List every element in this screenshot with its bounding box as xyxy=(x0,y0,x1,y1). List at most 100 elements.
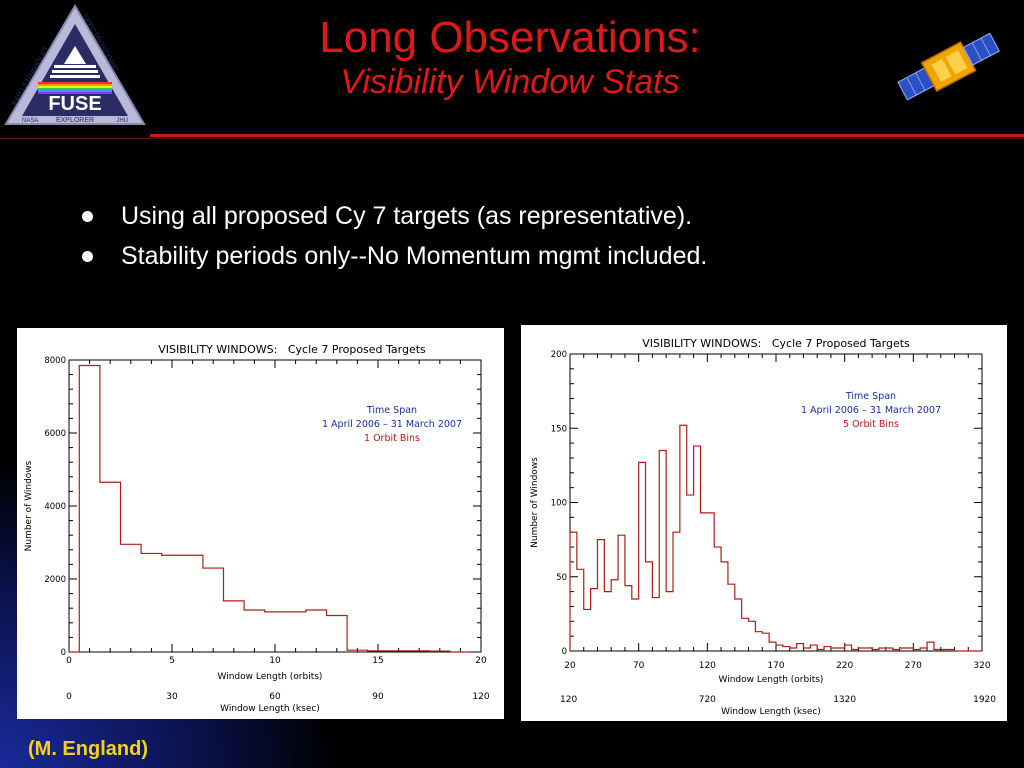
histogram-bar xyxy=(700,513,707,651)
histogram-bar xyxy=(852,650,859,651)
histogram-bar xyxy=(735,599,742,651)
x-tick-label: 120 xyxy=(699,661,716,671)
histogram-bar xyxy=(728,584,735,651)
satellite-icon xyxy=(895,28,1005,106)
y-tick-label: 200 xyxy=(551,350,567,360)
fuse-logo-icon: FUSE NASA EXPLORER JHU FAR ULTRAVIOLET S… xyxy=(2,2,148,132)
x-tick-label: 170 xyxy=(767,661,784,671)
histogram-bar xyxy=(893,650,900,651)
slide-title: Long Observations: xyxy=(319,13,701,62)
credit-text: (M. England) xyxy=(28,738,148,760)
x2-tick-label: 120 xyxy=(560,695,577,705)
histogram-bar xyxy=(347,650,368,652)
histogram-bar xyxy=(306,610,327,652)
histogram-bar xyxy=(831,648,838,651)
histogram-bar xyxy=(203,568,224,652)
legend-text: 1 April 2006 – 31 March 2007 xyxy=(322,419,462,430)
x-tick-label: 320 xyxy=(973,661,990,671)
histogram-bar xyxy=(755,632,762,651)
legend-text: 5 Orbit Bins xyxy=(843,419,899,430)
y-tick-label: 2000 xyxy=(44,575,66,585)
histogram-bar xyxy=(858,648,865,651)
x-tick-label: 5 xyxy=(169,656,175,666)
x2-axis-label: Window Length (ksec) xyxy=(220,704,320,714)
histogram-bar xyxy=(906,648,913,651)
legend-text: Time Span xyxy=(845,391,896,402)
histogram-bar xyxy=(285,612,306,652)
histogram-bar xyxy=(783,647,790,651)
histogram-bar xyxy=(430,651,451,652)
legend-text: 1 April 2006 – 31 March 2007 xyxy=(801,405,941,416)
x-tick-label: 20 xyxy=(564,661,576,671)
logo-main-text: FUSE xyxy=(48,93,101,115)
x-tick-label: 20 xyxy=(475,656,487,666)
histogram-bar xyxy=(694,446,701,651)
histogram-bar xyxy=(584,609,591,651)
histogram-bar xyxy=(927,642,934,651)
chart-title: VISIBILITY WINDOWS: Cycle 7 Proposed Tar… xyxy=(642,337,910,350)
histogram-bar xyxy=(714,547,721,651)
x-tick-label: 220 xyxy=(836,661,853,671)
histogram-bar xyxy=(680,425,687,651)
logo-right-text: JHU xyxy=(116,118,128,124)
y-tick-label: 100 xyxy=(551,499,567,509)
histogram-bar xyxy=(803,648,810,651)
chart-panel-5orbit: VISIBILITY WINDOWS: Cycle 7 Proposed Tar… xyxy=(521,325,1007,721)
y-tick-label: 150 xyxy=(551,424,567,434)
histogram-bar xyxy=(224,601,245,652)
y-tick-label: 6000 xyxy=(44,429,66,439)
histogram-bar xyxy=(570,532,577,651)
bullet-item: Stability periods only--No Momentum mgmt… xyxy=(78,236,707,276)
histogram-bar xyxy=(327,616,348,653)
bullet-item: Using all proposed Cy 7 targets (as repr… xyxy=(78,196,707,236)
x2-tick-label: 1920 xyxy=(973,695,996,705)
y-tick-label: 50 xyxy=(556,573,567,583)
histogram-bar xyxy=(845,645,852,651)
logo-bottom-text: EXPLORER xyxy=(56,117,94,124)
legend-text: Time Span xyxy=(366,405,417,416)
histogram-bar xyxy=(886,648,893,651)
histogram-bar xyxy=(948,650,955,651)
histogram-bar xyxy=(409,651,430,652)
x2-tick-label: 90 xyxy=(372,692,384,702)
histogram-bar xyxy=(121,544,142,652)
y-axis-label: Number of Windows xyxy=(24,460,34,551)
x-tick-label: 10 xyxy=(269,656,281,666)
histogram-bar xyxy=(652,598,659,651)
histogram-bar xyxy=(749,621,756,651)
histogram-bar xyxy=(879,648,886,651)
histogram-bar xyxy=(762,633,769,651)
x2-tick-label: 30 xyxy=(166,692,178,702)
histogram-bar xyxy=(100,482,121,652)
histogram-bar xyxy=(838,648,845,651)
histogram-bar xyxy=(577,569,584,651)
histogram-bar xyxy=(707,513,714,651)
title-divider-shadow xyxy=(0,138,1024,139)
y-tick-label: 4000 xyxy=(44,502,66,512)
histogram-bar xyxy=(776,645,783,651)
histogram-bar xyxy=(265,612,286,652)
chart-panel-1orbit: VISIBILITY WINDOWS: Cycle 7 Proposed Tar… xyxy=(17,328,504,719)
histogram-bar xyxy=(597,540,604,651)
x-tick-label: 0 xyxy=(66,656,72,666)
slide-subtitle: Visibility Window Stats xyxy=(340,63,680,101)
histogram-bar xyxy=(666,592,673,651)
histogram-bar xyxy=(865,648,872,651)
bullet-list: Using all proposed Cy 7 targets (as repr… xyxy=(78,196,707,276)
histogram-bar xyxy=(182,555,203,652)
histogram-bar xyxy=(920,648,927,651)
histogram-step-line xyxy=(69,364,471,653)
histogram-1orbit-chart: VISIBILITY WINDOWS: Cycle 7 Proposed Tar… xyxy=(24,343,490,714)
histogram-bar xyxy=(659,451,666,651)
histogram-step-line xyxy=(569,424,982,652)
histogram-bar xyxy=(141,553,162,652)
histogram-bar xyxy=(591,589,598,651)
histogram-bar xyxy=(639,462,646,651)
bullet-text: Using all proposed Cy 7 targets (as repr… xyxy=(121,201,693,230)
histogram-bar xyxy=(162,555,183,652)
bullet-dot-icon xyxy=(82,250,93,262)
x2-tick-label: 120 xyxy=(472,692,489,702)
histogram-bar xyxy=(934,650,941,651)
x2-tick-label: 1320 xyxy=(833,695,856,705)
x-axis-label: Window Length (orbits) xyxy=(218,672,323,682)
